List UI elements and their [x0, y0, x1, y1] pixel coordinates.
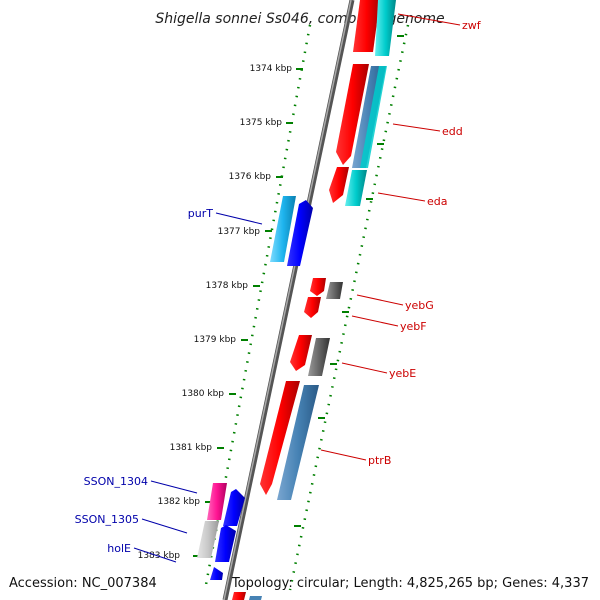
genome-backbone — [222, 0, 355, 600]
gene-SSON_1304[interactable] — [223, 489, 245, 526]
connector-SSON_1305 — [141, 518, 188, 534]
gene-yebF[interactable] — [304, 297, 321, 318]
forward-strand-features — [232, 0, 396, 600]
cog-yebE — [308, 338, 330, 376]
reverse-strand-features — [197, 196, 313, 580]
tick-label: 1382 kbp — [158, 497, 201, 507]
gene-label-purT[interactable]: purT — [188, 207, 213, 220]
gene-label-eda[interactable]: eda — [427, 195, 448, 208]
gene-SSON_1305[interactable] — [215, 525, 236, 562]
tick-label: 1376 kbp — [229, 172, 272, 182]
connector-SSON_1304 — [150, 480, 198, 494]
topology-text: Topology: circular; Length: 4,825,265 bp… — [231, 576, 589, 591]
tick-label: 1380 kbp — [182, 389, 225, 399]
cog-zwf — [375, 0, 396, 56]
connector-eda — [377, 192, 426, 202]
gene-label-SSON_1304[interactable]: SSON_1304 — [84, 475, 148, 488]
gene-labels: zwf edd eda yebG yebF yebE ptrB purT SSO… — [75, 19, 482, 555]
gene-purT[interactable] — [287, 200, 313, 266]
connector-edd — [392, 123, 441, 132]
gene-label-holE[interactable]: holE — [107, 542, 131, 555]
gene-zwf[interactable] — [353, 0, 380, 52]
cog-yebG — [326, 282, 343, 299]
forward-label-connectors — [320, 13, 461, 461]
cog-ptrB — [277, 385, 319, 500]
connector-holE — [133, 547, 177, 563]
gene-yebE[interactable] — [290, 335, 312, 371]
gene-label-yebE[interactable]: yebE — [389, 367, 416, 380]
gene-label-SSON_1305[interactable]: SSON_1305 — [75, 513, 139, 526]
gene-bottom[interactable] — [232, 592, 246, 600]
gene-edd[interactable] — [336, 64, 369, 165]
cog-SSON_1304 — [207, 483, 227, 520]
tick-label: 1375 kbp — [240, 118, 283, 128]
connector-yebE — [341, 362, 388, 374]
gene-yebG[interactable] — [310, 278, 326, 296]
cog-purT — [270, 196, 296, 262]
reverse-label-connectors — [133, 212, 263, 563]
connector-yebG — [356, 294, 404, 306]
gene-eda[interactable] — [329, 167, 349, 203]
tick-label: 1374 kbp — [250, 64, 293, 74]
gene-label-zwf[interactable]: zwf — [462, 19, 482, 32]
connector-zwf — [397, 13, 461, 26]
tick-label: 1381 kbp — [170, 443, 213, 453]
accession-text: Accession: NC_007384 — [9, 576, 157, 591]
cog-eda — [345, 170, 367, 206]
tick-ring-inner — [288, 24, 410, 591]
map-title: Shigella sonnei Ss046, complete genome — [155, 11, 444, 27]
gene-label-edd[interactable]: edd — [442, 125, 463, 138]
tick-label: 1379 kbp — [194, 335, 237, 345]
gene-label-yebG[interactable]: yebG — [405, 299, 434, 312]
tick-label: 1378 kbp — [206, 281, 249, 291]
gene-label-ptrB[interactable]: ptrB — [368, 454, 391, 467]
cog-SSON_1305 — [197, 521, 219, 558]
inner-ring-ticks — [294, 35, 404, 527]
gene-holE[interactable] — [210, 567, 223, 580]
gene-label-yebF[interactable]: yebF — [400, 320, 427, 333]
connector-yebF — [351, 315, 399, 327]
connector-purT — [215, 212, 263, 225]
connector-ptrB — [320, 449, 367, 461]
gene-ptrB[interactable] — [260, 381, 300, 495]
tick-label: 1377 kbp — [218, 227, 261, 237]
